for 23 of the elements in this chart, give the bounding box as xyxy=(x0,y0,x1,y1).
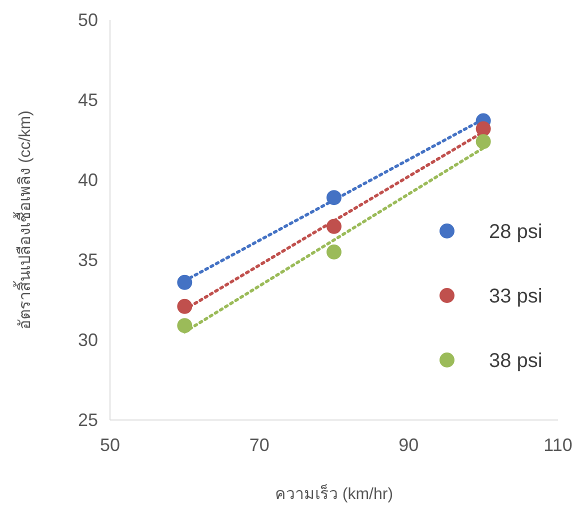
point xyxy=(326,190,342,206)
point xyxy=(476,134,491,150)
y-tick-label: 50 xyxy=(78,10,98,30)
point xyxy=(476,121,491,136)
x-tick-label: 110 xyxy=(544,435,572,455)
point xyxy=(177,298,192,314)
y-tick-label: 30 xyxy=(78,330,98,350)
point xyxy=(326,244,342,260)
x-tick-label: 90 xyxy=(398,435,419,455)
y-axis-title: อัตราสิ้นเปลืองเชื้อเพลิง (cc/km) xyxy=(13,110,34,330)
legend-label: 38 psi xyxy=(489,350,542,372)
point xyxy=(177,318,192,334)
y-tick-label: 45 xyxy=(78,90,98,110)
y-tick-label: 40 xyxy=(78,170,98,190)
x-axis-title: ความเร็ว (km/hr) xyxy=(274,483,394,503)
point xyxy=(177,274,192,290)
y-tick-label: 25 xyxy=(78,410,98,430)
x-tick-label: 50 xyxy=(100,435,120,455)
x-tick-label: 70 xyxy=(249,435,270,455)
legend-label: 33 psi xyxy=(489,286,542,308)
y-tick-label: 35 xyxy=(78,250,98,270)
legend-label: 28 psi xyxy=(489,221,542,243)
point xyxy=(326,218,342,234)
